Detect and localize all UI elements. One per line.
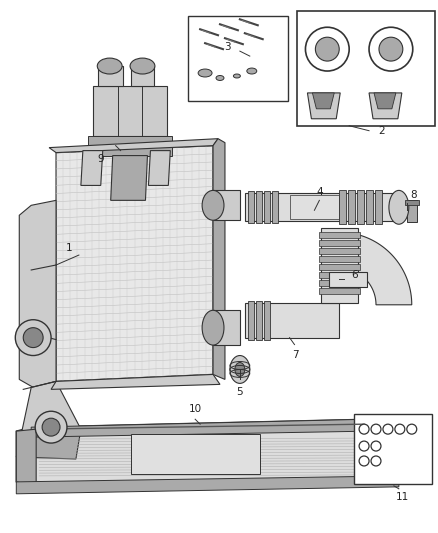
Text: 4: 4 (316, 188, 323, 197)
Circle shape (15, 320, 51, 356)
Bar (405, 200, 419, 205)
Circle shape (305, 27, 349, 71)
Bar (329, 272, 367, 287)
Circle shape (369, 27, 413, 71)
Polygon shape (19, 200, 56, 387)
Text: 3: 3 (225, 42, 231, 52)
Polygon shape (264, 191, 270, 223)
Polygon shape (256, 191, 262, 223)
Polygon shape (51, 375, 220, 389)
Polygon shape (348, 190, 355, 224)
Polygon shape (339, 232, 412, 305)
Polygon shape (49, 139, 218, 152)
Text: 6: 6 (351, 270, 357, 280)
Polygon shape (321, 228, 358, 303)
Ellipse shape (202, 190, 224, 220)
Ellipse shape (97, 58, 122, 74)
Circle shape (359, 424, 369, 434)
Circle shape (407, 424, 417, 434)
Polygon shape (16, 476, 399, 494)
Circle shape (315, 37, 339, 61)
Polygon shape (93, 86, 167, 136)
Polygon shape (148, 151, 170, 185)
Ellipse shape (202, 310, 224, 345)
Circle shape (359, 456, 369, 466)
Circle shape (371, 456, 381, 466)
Bar (319, 272, 360, 278)
Polygon shape (369, 93, 402, 119)
Polygon shape (245, 193, 399, 221)
Ellipse shape (230, 356, 250, 383)
Text: 2: 2 (378, 126, 385, 136)
Text: 10: 10 (189, 404, 202, 414)
Ellipse shape (130, 58, 155, 74)
Polygon shape (213, 190, 240, 220)
Bar (319, 264, 360, 270)
Polygon shape (248, 301, 254, 340)
Circle shape (35, 411, 67, 443)
Text: 8: 8 (410, 190, 417, 200)
Polygon shape (111, 156, 148, 200)
Ellipse shape (389, 190, 409, 224)
Polygon shape (213, 310, 240, 345)
Polygon shape (31, 419, 369, 437)
Bar (319, 256, 360, 262)
Text: 5: 5 (237, 387, 243, 397)
Bar (354, 414, 431, 484)
Polygon shape (245, 303, 339, 337)
Bar (407, 200, 417, 222)
Bar (319, 248, 360, 254)
Polygon shape (264, 301, 270, 340)
Bar (297, 11, 434, 126)
Bar (319, 240, 360, 246)
Text: 11: 11 (396, 492, 410, 502)
Ellipse shape (247, 68, 257, 74)
Bar (319, 232, 360, 238)
Polygon shape (56, 146, 213, 382)
Polygon shape (374, 93, 396, 109)
Circle shape (42, 418, 60, 436)
Polygon shape (312, 93, 334, 109)
Bar (131, 434, 260, 474)
Polygon shape (213, 139, 225, 379)
Text: 7: 7 (292, 350, 299, 360)
Ellipse shape (216, 76, 224, 80)
Ellipse shape (233, 74, 240, 78)
Polygon shape (81, 151, 103, 185)
Polygon shape (272, 191, 278, 223)
Polygon shape (131, 66, 155, 86)
Text: 1: 1 (66, 243, 72, 253)
Text: 9: 9 (97, 154, 104, 164)
Polygon shape (357, 190, 364, 224)
Polygon shape (16, 429, 81, 459)
Polygon shape (256, 301, 262, 340)
Circle shape (359, 441, 369, 451)
Circle shape (383, 424, 393, 434)
Polygon shape (248, 191, 254, 223)
Circle shape (379, 37, 403, 61)
Polygon shape (375, 190, 382, 224)
Polygon shape (16, 429, 36, 486)
Circle shape (371, 424, 381, 434)
Circle shape (395, 424, 405, 434)
Polygon shape (290, 196, 339, 219)
Circle shape (23, 328, 43, 348)
Polygon shape (307, 93, 340, 119)
Circle shape (371, 441, 381, 451)
Ellipse shape (235, 362, 245, 376)
Bar (319, 280, 360, 286)
Polygon shape (88, 136, 172, 156)
Polygon shape (21, 382, 81, 434)
Bar (188, 17, 288, 101)
Polygon shape (16, 419, 399, 489)
Bar (319, 288, 360, 294)
Polygon shape (366, 190, 373, 224)
Polygon shape (339, 190, 346, 224)
Polygon shape (98, 66, 123, 86)
Polygon shape (374, 421, 399, 482)
Ellipse shape (198, 69, 212, 77)
